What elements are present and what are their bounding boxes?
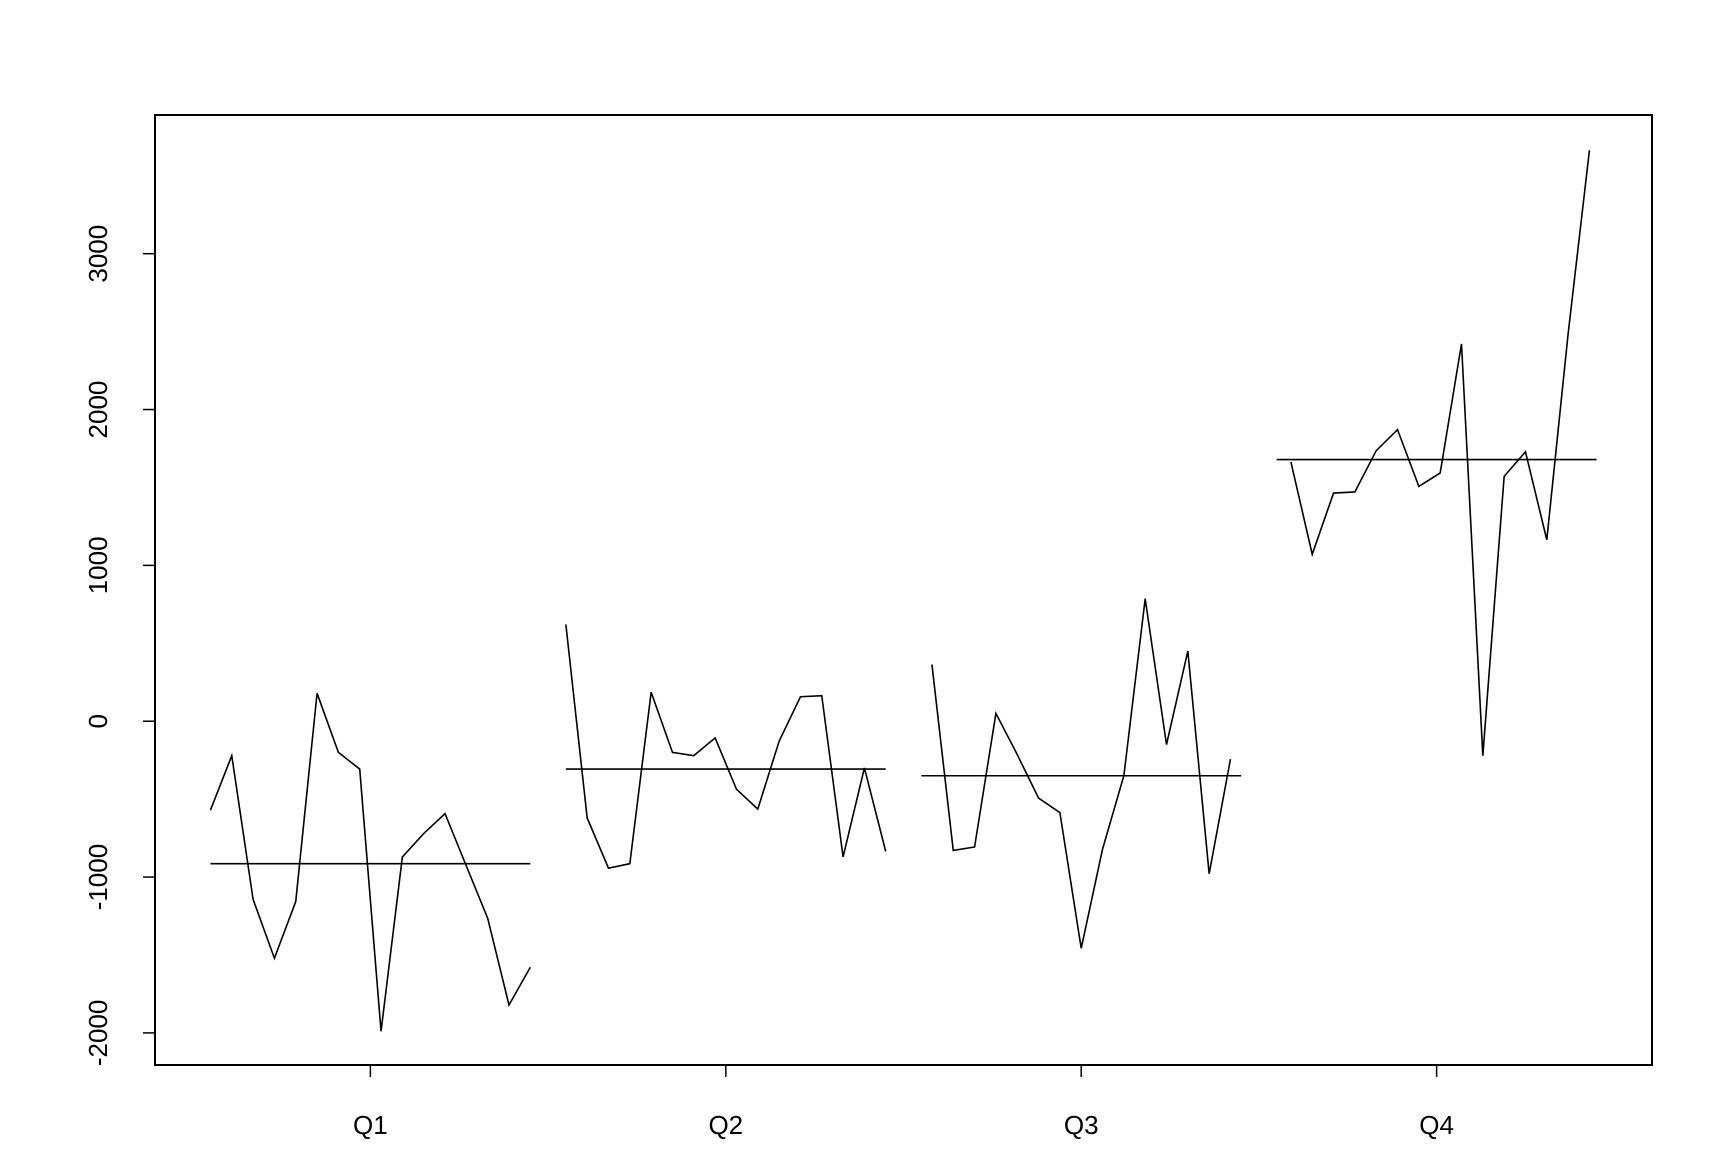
series-line: [1290, 150, 1591, 756]
plot-frame: [154, 114, 1653, 1066]
series-line: [565, 624, 887, 870]
x-tick-label: Q3: [1064, 1110, 1099, 1140]
y-tick-label: -2000: [83, 1000, 113, 1067]
y-tick-label: 3000: [83, 225, 113, 283]
series-line: [209, 693, 532, 1032]
x-tick-label: Q1: [353, 1110, 388, 1140]
y-tick-label: -1000: [83, 844, 113, 911]
y-tick-label: 2000: [83, 381, 113, 439]
y-tick-label: 0: [83, 714, 113, 728]
y-tick-label: 1000: [83, 536, 113, 594]
x-tick-label: Q4: [1419, 1110, 1454, 1140]
series-line: [931, 598, 1232, 949]
x-tick-label: Q2: [708, 1110, 743, 1140]
